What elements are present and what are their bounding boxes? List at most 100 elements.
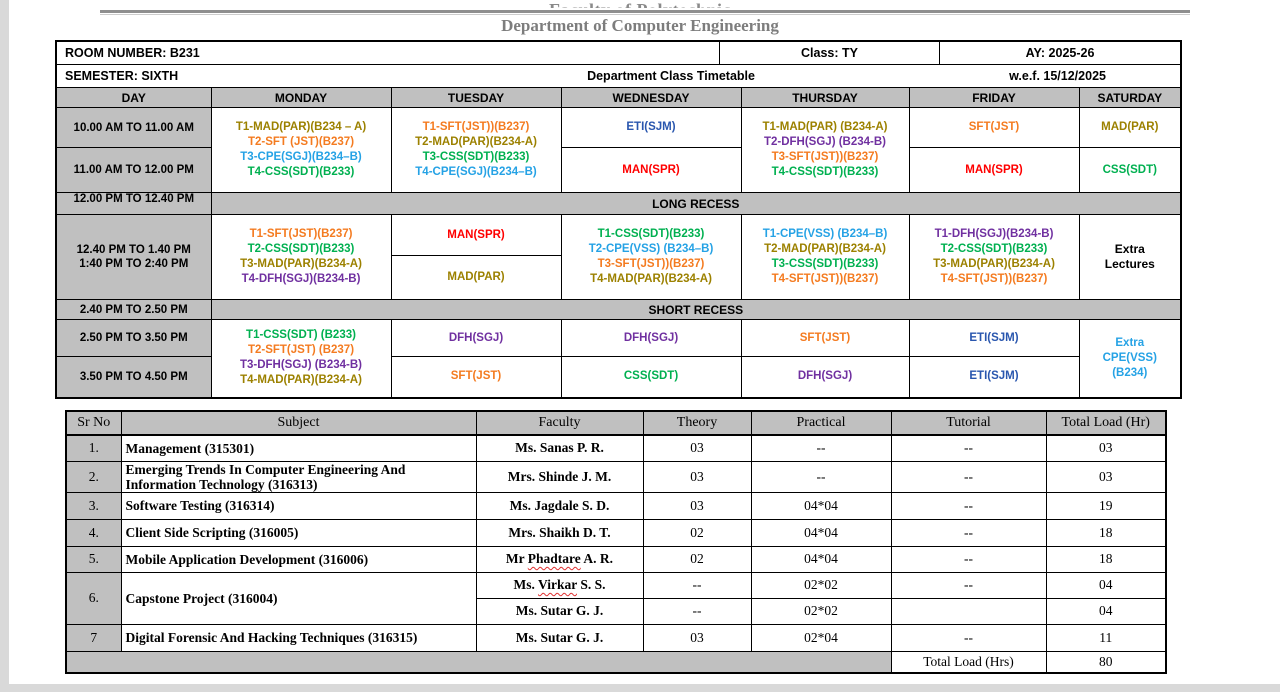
slot-wednesday-afternoon: T1-CSS(SDT)(B233) T2-CPE(VSS) (B234–B) T… bbox=[560, 214, 742, 300]
subject-row: 1. Management (315301) Ms. Sanas P. R. 0… bbox=[65, 434, 1167, 462]
timetable-entry: T4-CSS(SDT)(B233) bbox=[247, 166, 355, 178]
slot-row-250pm: 2.50 PM TO 3.50 PM T1-CSS(SDT) (B233) T2… bbox=[55, 319, 1182, 398]
long-recess-label: LONG RECESS bbox=[210, 192, 1182, 215]
slot-thursday-afternoon: T1-CPE(VSS) (B234–B) T2-MAD(PAR)(B234-A)… bbox=[740, 214, 910, 300]
class-label: Class: TY bbox=[719, 42, 940, 64]
subject-name: Client Side Scripting (316005) bbox=[120, 518, 477, 547]
timetable-entry: T3-SFT(JST))(B237) bbox=[597, 258, 705, 270]
long-recess-row: 12.00 PM TO 12.40 PM LONG RECESS bbox=[55, 192, 1182, 215]
timetable-entry: T2-SFT (JST)(B237) bbox=[247, 136, 355, 148]
theory-hours: -- bbox=[642, 597, 752, 625]
timetable-entry: SFT(JST) bbox=[799, 331, 851, 344]
timetable-entry: T2-DFH(SGJ) (B234-B) bbox=[763, 136, 887, 148]
timetable-entry: SFT(JST) bbox=[450, 370, 502, 383]
tutorial-hours: -- bbox=[890, 545, 1047, 573]
timetable: ROOM NUMBER: B231 Class: TY AY: 2025-26 … bbox=[55, 40, 1183, 399]
slot-row-350pm: 3.50 PM TO 4.50 PM SFT(JST) CSS(SDT) DFH… bbox=[55, 356, 1181, 398]
total-load: 04 bbox=[1045, 571, 1167, 599]
left-margin-strip bbox=[0, 0, 9, 692]
practical-hours: 02*04 bbox=[750, 623, 892, 652]
timetable-entry: MAN(SPR) bbox=[622, 163, 680, 176]
col-header-monday: MONDAY bbox=[210, 87, 392, 108]
timetable-entry: CSS(SDT) bbox=[1102, 163, 1157, 176]
faculty-name: Ms. Virkar S. S. bbox=[475, 571, 644, 599]
extra-lectures-line: Lectures bbox=[1104, 257, 1155, 271]
theory-hours: -- bbox=[642, 571, 752, 599]
subject-name: Emerging Trends In Computer Engineering … bbox=[120, 460, 477, 493]
timetable-entry: T3-CSS(SDT)(B233) bbox=[422, 151, 530, 163]
slot-monday-morning: T1-MAD(PAR)(B234 – A) T2-SFT (JST)(B237)… bbox=[210, 107, 392, 193]
day-header-row: DAY MONDAY TUESDAY WEDNESDAY THURSDAY FR… bbox=[55, 87, 1182, 108]
total-load: 03 bbox=[1045, 434, 1167, 462]
timetable-entry: T1-MAD(PAR) (B234-A) bbox=[762, 121, 888, 133]
timetable-entry: T2-CSS(SDT)(B233) bbox=[940, 243, 1048, 255]
practical-hours: -- bbox=[750, 460, 892, 493]
tutorial-hours: -- bbox=[890, 434, 1047, 462]
col-header-thursday: THURSDAY bbox=[740, 87, 910, 108]
room-row: ROOM NUMBER: B231 Class: TY AY: 2025-26 bbox=[55, 40, 1182, 65]
timetable-entry: T1-CSS(SDT)(B233) bbox=[597, 228, 705, 240]
slot-saturday-10: MAD(PAR) bbox=[1078, 107, 1182, 148]
slot-wednesday-10: ETI(SJM) bbox=[560, 107, 742, 148]
col-header-tuesday: TUESDAY bbox=[390, 87, 562, 108]
faculty-name: Ms. Jagdale S. D. bbox=[475, 491, 644, 520]
subject-row: 5. Mobile Application Development (31600… bbox=[65, 545, 1167, 573]
timetable-entry: T4-SFT(JST))(B237) bbox=[940, 273, 1048, 285]
semester-row: SEMESTER: SIXTH Department Class Timetab… bbox=[55, 64, 1182, 88]
timetable-entry: ETI(SJM) bbox=[626, 121, 676, 133]
practical-hours: 02*02 bbox=[750, 571, 892, 599]
theory-hours: 03 bbox=[642, 623, 752, 652]
timetable-entry: MAN(SPR) bbox=[447, 228, 505, 241]
sr-no: 7 bbox=[65, 623, 122, 652]
slot-thursday-250: SFT(JST) bbox=[740, 319, 910, 357]
faculty-title-clipped: Faculty of Polytechnic bbox=[0, 0, 1280, 8]
time-label-short-recess: 2.40 PM TO 2.50 PM bbox=[55, 299, 212, 320]
slot-wednesday-250: DFH(SGJ) bbox=[560, 319, 742, 357]
time-label-350-450: 3.50 PM TO 4.50 PM bbox=[55, 356, 212, 398]
subject-header-row: Sr No Subject Faculty Theory Practical T… bbox=[65, 410, 1167, 436]
slot-tuesday-350: SFT(JST) bbox=[390, 356, 562, 398]
timetable-entry: T1-DFH(SGJ)(B234-B) bbox=[934, 228, 1054, 240]
subject-row: 7 Digital Forensic And Hacking Technique… bbox=[65, 623, 1167, 652]
slot-row-afternoon: 12.40 PM TO 1.40 PM 1:40 PM TO 2:40 PM T… bbox=[55, 214, 1182, 300]
col-header-practical: Practical bbox=[750, 410, 892, 436]
sr-no: 5. bbox=[65, 545, 122, 573]
subject-load-table: Sr No Subject Faculty Theory Practical T… bbox=[65, 410, 1167, 674]
faculty-name: Mrs. Shinde J. M. bbox=[475, 460, 644, 493]
tutorial-hours: -- bbox=[890, 460, 1047, 493]
timetable-entry: T4-MAD(PAR)(B234-A) bbox=[590, 273, 712, 285]
sr-no: 6. bbox=[65, 571, 122, 625]
slot-thursday-morning: T1-MAD(PAR) (B234-A) T2-DFH(SGJ) (B234-B… bbox=[740, 107, 910, 193]
subject-name: Mobile Application Development (316006) bbox=[120, 545, 477, 573]
timetable-entry: T4-MAD(PAR)(B234-A) bbox=[240, 374, 362, 387]
theory-hours: 02 bbox=[642, 518, 752, 547]
timetable-entry: SFT(JST) bbox=[968, 121, 1020, 133]
col-header-saturday: SATURDAY bbox=[1078, 87, 1182, 108]
timetable-title: Department Class Timetable bbox=[587, 69, 755, 83]
total-load-value: 80 bbox=[1045, 650, 1167, 674]
total-load: 04 bbox=[1045, 597, 1167, 625]
slot-saturday-extra-lectures: Extra Lectures bbox=[1078, 214, 1182, 300]
col-header-friday: FRIDAY bbox=[908, 87, 1080, 108]
slot-row-10am: 10.00 AM TO 11.00 AM T1-MAD(PAR)(B234 – … bbox=[55, 107, 1182, 193]
practical-hours: 04*04 bbox=[750, 491, 892, 520]
slot-friday-350: ETI(SJM) bbox=[908, 356, 1080, 398]
academic-year: AY: 2025-26 bbox=[1025, 46, 1095, 60]
timetable-entry: T1-MAD(PAR)(B234 – A) bbox=[235, 121, 367, 133]
total-row: Total Load (Hrs) 80 bbox=[65, 650, 1167, 674]
slot-friday-10: SFT(JST) bbox=[908, 107, 1080, 148]
col-header-total-load: Total Load (Hr) bbox=[1045, 410, 1167, 436]
timetable-entry: ETI(SJM) bbox=[969, 370, 1019, 383]
col-header-theory: Theory bbox=[642, 410, 752, 436]
time-label-1240: 12.40 PM TO 1.40 PM bbox=[76, 244, 191, 256]
practical-hours: 04*04 bbox=[750, 545, 892, 573]
room-number: ROOM NUMBER: B231 bbox=[65, 46, 200, 60]
time-label-250-350: 2.50 PM TO 3.50 PM bbox=[55, 319, 212, 357]
total-load: 03 bbox=[1045, 460, 1167, 493]
subject-name: Digital Forensic And Hacking Techniques … bbox=[120, 623, 477, 652]
slot-thursday-350: DFH(SGJ) bbox=[740, 356, 910, 398]
time-label-10-11: 10.00 AM TO 11.00 AM bbox=[55, 107, 212, 148]
practical-hours: -- bbox=[750, 434, 892, 462]
tutorial-hours: -- bbox=[890, 518, 1047, 547]
extra-cpe-line: (B234) bbox=[1112, 366, 1148, 379]
